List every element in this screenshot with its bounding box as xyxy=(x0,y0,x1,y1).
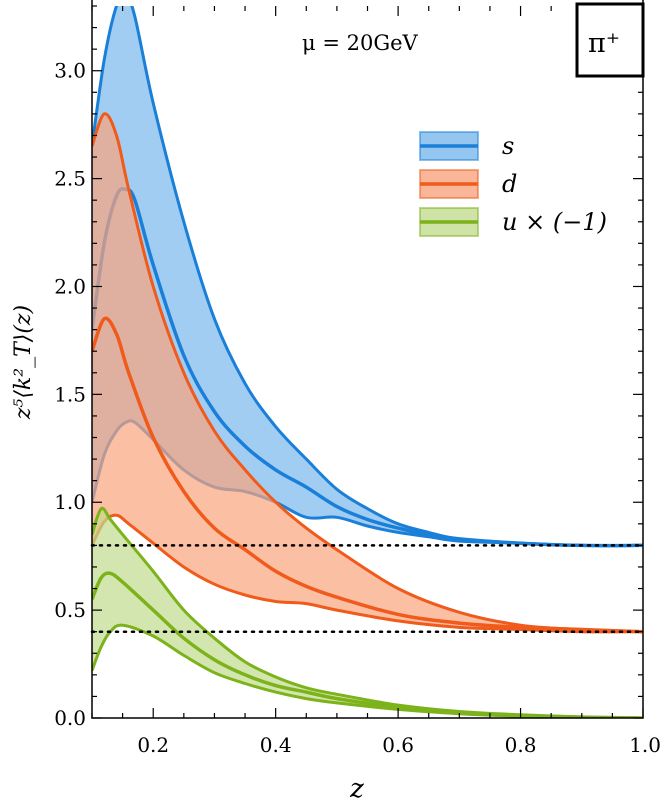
legend-label-2: u × (−1) xyxy=(502,208,607,236)
badge-label: π⁺ xyxy=(588,28,620,59)
legend: sd u × (−1) xyxy=(419,131,607,237)
x-tick-label: 0.4 xyxy=(260,733,292,757)
band-0-area xyxy=(92,6,643,546)
y-tick-label: 2.0 xyxy=(54,274,86,298)
y-tick-label: 0.5 xyxy=(54,598,86,622)
y-tick-label: 1.5 xyxy=(54,382,86,406)
y-tick-label: 0.0 xyxy=(54,706,86,730)
x-tick-label: 0.8 xyxy=(505,733,537,757)
x-tick-label: 0.2 xyxy=(137,733,169,757)
y-tick-label: 3.0 xyxy=(54,59,86,83)
legend-label-0: s xyxy=(502,132,514,160)
badge-box xyxy=(575,2,645,78)
y-tick-label: 2.5 xyxy=(54,167,86,191)
legend-label-1: d xyxy=(502,170,517,198)
band-1-central-line xyxy=(92,316,643,634)
band-1-area xyxy=(92,113,643,632)
x-tick-label: 0.6 xyxy=(382,733,414,757)
y-tick-label: 1.0 xyxy=(54,490,86,514)
band-1-lower-line xyxy=(92,513,643,634)
y-axis-title: z⁵⟨k²_T⟩(z) xyxy=(11,305,36,420)
x-tick-label: 1.0 xyxy=(629,733,661,757)
band-1-upper-line xyxy=(92,112,643,634)
reference-lines xyxy=(90,544,645,633)
annotation-mu: μ = 20GeV xyxy=(302,31,419,55)
band-2-area xyxy=(92,508,643,718)
ticks: 0.2 0.4 0.6 0.8 1.0 0.0 0.5 1.0 1.5 2.0 2.5 3.0 xyxy=(54,5,661,757)
bands-layer xyxy=(92,6,643,718)
x-axis-title: z xyxy=(349,774,364,804)
